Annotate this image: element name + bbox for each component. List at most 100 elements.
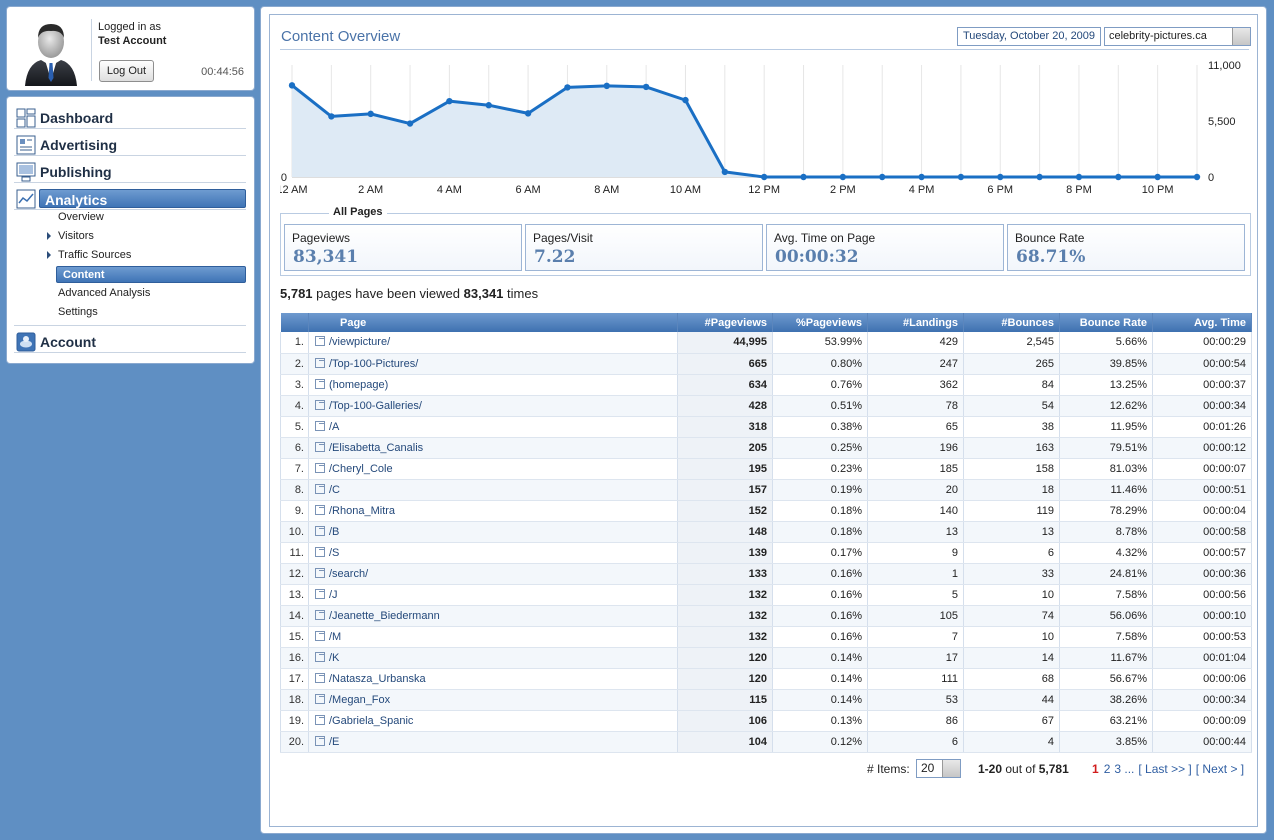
date-picker[interactable]: Tuesday, October 20, 2009 [957, 27, 1101, 46]
chart-point[interactable] [564, 84, 571, 91]
external-link-icon[interactable] [315, 546, 325, 557]
page-path[interactable]: /S [329, 546, 340, 559]
sub-item-advanced-analysis[interactable]: Advanced Analysis [58, 287, 151, 299]
page-link[interactable]: /E [308, 731, 678, 753]
col-header-pageviews[interactable]: #Pageviews [677, 313, 773, 332]
page-path[interactable]: /viewpicture/ [329, 336, 391, 349]
external-link-icon[interactable] [315, 672, 325, 683]
page-path[interactable]: /C [329, 483, 340, 496]
chart-point[interactable] [1075, 173, 1083, 181]
sub-item-visitors[interactable]: Visitors [58, 230, 94, 242]
chart-point[interactable] [642, 83, 650, 91]
page-link[interactable]: (homepage) [308, 374, 678, 396]
page-link[interactable]: /Gabriela_Spanic [308, 710, 678, 732]
external-link-icon[interactable] [315, 420, 325, 431]
external-link-icon[interactable] [315, 567, 325, 578]
nav-item-account[interactable]: Account [14, 327, 246, 353]
chart-point[interactable] [918, 173, 925, 181]
page-link[interactable]: /J [308, 584, 678, 606]
col-header-landings[interactable]: #Landings [867, 313, 964, 332]
chart-point[interactable] [1193, 173, 1201, 181]
external-link-icon[interactable] [315, 630, 325, 641]
external-link-icon[interactable] [315, 735, 325, 746]
chart-point[interactable] [406, 120, 414, 127]
col-header-bounces[interactable]: #Bounces [963, 313, 1060, 332]
page-link[interactable]: /Natasza_Urbanska [308, 668, 678, 690]
external-link-icon[interactable] [315, 651, 325, 662]
external-link-icon[interactable] [315, 378, 325, 389]
chart-point[interactable] [957, 173, 965, 181]
page-link[interactable]: /C [308, 479, 678, 501]
expand-arrow-icon[interactable] [47, 251, 51, 259]
external-link-icon[interactable] [315, 441, 325, 452]
page-path[interactable]: /Megan_Fox [329, 693, 391, 706]
external-link-icon[interactable] [315, 588, 325, 599]
page-link-next[interactable]: [ Next > ] [1195, 762, 1245, 776]
items-per-page-select[interactable]: 20 [916, 759, 961, 778]
expand-arrow-icon[interactable] [47, 232, 51, 240]
chart-point[interactable] [603, 82, 610, 90]
col-header-avg-time[interactable]: Avg. Time [1152, 313, 1252, 332]
page-path[interactable]: /Cheryl_Cole [329, 462, 393, 475]
page-link[interactable]: /search/ [308, 563, 678, 585]
page-link[interactable]: /B [308, 521, 678, 543]
page-path[interactable]: /B [329, 525, 340, 538]
chart-point[interactable] [288, 82, 296, 89]
nav-item-advertising[interactable]: Advertising [14, 130, 246, 156]
external-link-icon[interactable] [315, 462, 325, 473]
page-path[interactable]: /Rhona_Mitra [329, 504, 396, 517]
page-path[interactable]: /M [329, 630, 342, 643]
page-link[interactable]: /Top-100-Pictures/ [308, 353, 678, 375]
page-link-3[interactable]: 3 ... [1114, 762, 1135, 776]
page-link[interactable]: /S [308, 542, 678, 564]
sub-item-content[interactable]: Content [56, 266, 246, 283]
page-path[interactable]: /A [329, 420, 340, 433]
chart-point[interactable] [760, 173, 768, 181]
chart-point[interactable] [879, 173, 886, 181]
sub-item-settings[interactable]: Settings [58, 306, 98, 318]
external-link-icon[interactable] [315, 714, 325, 725]
page-link[interactable]: /Jeanette_Biedermann [308, 605, 678, 627]
page-path[interactable]: /Natasza_Urbanska [329, 672, 426, 685]
nav-item-dashboard[interactable]: Dashboard [14, 103, 246, 129]
chart-point[interactable] [997, 173, 1004, 181]
chart-point[interactable] [446, 97, 453, 105]
chart-point[interactable] [800, 173, 807, 181]
col-header-pct-pageviews[interactable]: %Pageviews [772, 313, 868, 332]
chart-point[interactable] [1115, 173, 1122, 181]
page-link[interactable]: /Top-100-Galleries/ [308, 395, 678, 417]
site-select[interactable]: celebrity-pictures.ca [1104, 27, 1251, 46]
page-link-current[interactable]: 1 [1092, 762, 1099, 776]
chart-point[interactable] [1036, 173, 1043, 181]
page-link[interactable]: /Cheryl_Cole [308, 458, 678, 480]
page-path[interactable]: /search/ [329, 567, 369, 580]
external-link-icon[interactable] [315, 525, 325, 536]
nav-item-publishing[interactable]: Publishing [14, 157, 246, 183]
page-path[interactable]: /J [329, 588, 338, 601]
page-path[interactable]: /Gabriela_Spanic [329, 714, 414, 727]
chart-point[interactable] [839, 173, 847, 181]
chart-point[interactable] [721, 168, 729, 176]
page-link-2[interactable]: 2 [1103, 762, 1111, 776]
page-path[interactable]: /Top-100-Galleries/ [329, 399, 422, 412]
external-link-icon[interactable] [315, 483, 325, 494]
external-link-icon[interactable] [315, 693, 325, 704]
chart-point[interactable] [328, 113, 335, 120]
chart-point[interactable] [485, 102, 492, 109]
page-path[interactable]: /Top-100-Pictures/ [329, 357, 419, 370]
page-path[interactable]: (homepage) [329, 378, 389, 391]
chart-point[interactable] [1154, 173, 1161, 181]
page-path[interactable]: /Jeanette_Biedermann [329, 609, 440, 622]
col-header-bounce-rate[interactable]: Bounce Rate [1059, 313, 1153, 332]
page-link[interactable]: /M [308, 626, 678, 648]
chart-point[interactable] [367, 110, 374, 118]
page-link[interactable]: /A [308, 416, 678, 438]
page-link[interactable]: /viewpicture/ [308, 332, 678, 354]
logout-button[interactable]: Log Out [99, 60, 154, 82]
page-link[interactable]: /Megan_Fox [308, 689, 678, 711]
page-link-last[interactable]: [ Last >> ] [1138, 762, 1192, 776]
page-path[interactable]: /K [329, 651, 340, 664]
page-link[interactable]: /Elisabetta_Canalis [308, 437, 678, 459]
external-link-icon[interactable] [315, 399, 325, 410]
page-link[interactable]: /K [308, 647, 678, 669]
